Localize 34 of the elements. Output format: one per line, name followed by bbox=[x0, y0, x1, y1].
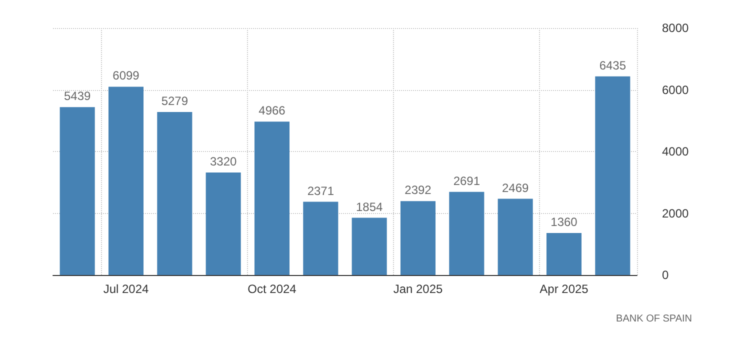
bar bbox=[595, 76, 630, 275]
data-label: 6099 bbox=[112, 68, 140, 83]
bar bbox=[157, 112, 192, 275]
y-tick-label: 4000 bbox=[662, 144, 690, 158]
bar bbox=[303, 202, 338, 275]
bar bbox=[60, 107, 95, 275]
data-label: 2392 bbox=[404, 183, 432, 198]
data-label: 2371 bbox=[307, 184, 334, 198]
y-tick-label: 6000 bbox=[662, 82, 690, 97]
text: BANK OF SPAIN bbox=[616, 314, 692, 324]
bar bbox=[108, 86, 144, 275]
y-tick-label: 8000 bbox=[662, 21, 690, 35]
bar bbox=[449, 192, 484, 275]
x-tick-label: Oct 2024 bbox=[248, 282, 297, 296]
data-label: 1360 bbox=[550, 215, 578, 230]
data-label: 2691 bbox=[453, 174, 480, 188]
bar bbox=[206, 172, 241, 275]
data-label: 1854 bbox=[356, 200, 384, 214]
bar bbox=[546, 233, 582, 275]
x-tick-label: Apr 2025 bbox=[540, 282, 589, 296]
data-label: 3320 bbox=[210, 154, 238, 168]
y-tick-label: 0 bbox=[662, 268, 669, 282]
x-tick-label: Jan 2025 bbox=[393, 282, 444, 296]
x-tick-label: Jul 2024 bbox=[103, 282, 150, 296]
bar bbox=[498, 198, 533, 275]
bar bbox=[352, 218, 387, 275]
bar bbox=[400, 201, 436, 275]
data-label: 4966 bbox=[258, 104, 286, 118]
y-tick-label: 2000 bbox=[662, 206, 690, 220]
data-label: 2469 bbox=[502, 180, 530, 195]
data-label: 5439 bbox=[64, 89, 92, 104]
data-label: 5279 bbox=[161, 94, 188, 108]
data-label: 6435 bbox=[599, 58, 626, 72]
bar bbox=[254, 122, 290, 275]
